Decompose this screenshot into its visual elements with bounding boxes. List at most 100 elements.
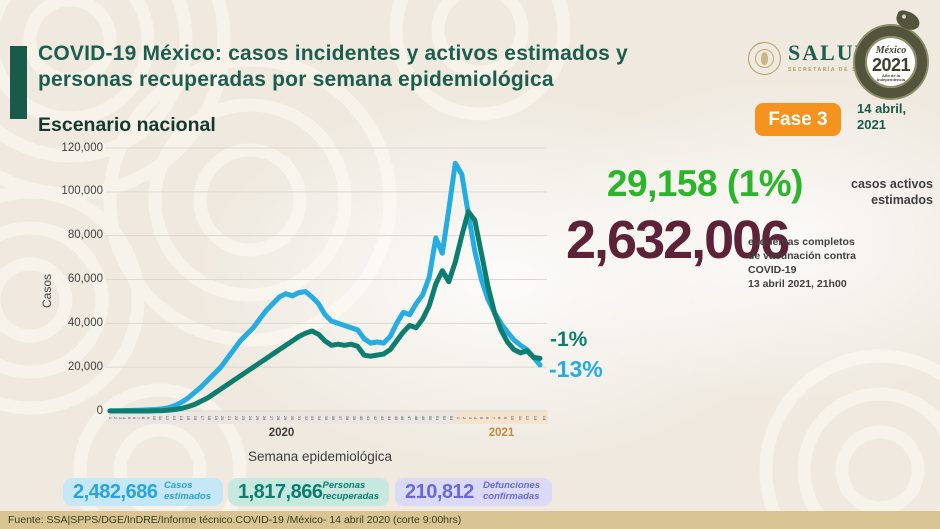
week-tick: 37 bbox=[338, 415, 344, 420]
week-tick: 35 bbox=[324, 415, 330, 420]
week-tick: 33 bbox=[310, 415, 316, 420]
active-cases-value: 29,158 (1%) bbox=[606, 163, 804, 204]
week-tick: 47 bbox=[407, 415, 413, 420]
salud-wordmark: SALUD bbox=[788, 40, 873, 65]
week-tick: 11 bbox=[517, 415, 523, 420]
week-tick: 2 bbox=[461, 416, 467, 419]
page-title: COVID-19 México: casos incidentes y acti… bbox=[38, 42, 628, 91]
active-cases-label: casos activos estimados bbox=[851, 177, 933, 207]
y-tick-label: 120,000 bbox=[61, 141, 103, 154]
recovered-weekly-change-label: -1% bbox=[550, 328, 588, 351]
week-tick: 30 bbox=[289, 415, 295, 420]
week-tick: 7 bbox=[136, 416, 142, 419]
week-tick: 29 bbox=[283, 415, 289, 420]
quetzalcoatl-ring-icon bbox=[855, 26, 927, 98]
y-tick-label: 100,000 bbox=[61, 185, 103, 198]
badge-tagline: Año de la Independencia bbox=[876, 73, 905, 83]
week-tick: 22 bbox=[234, 415, 240, 420]
week-tick: 7 bbox=[491, 416, 497, 419]
y-tick-label: 60,000 bbox=[67, 273, 103, 285]
week-tick: 34 bbox=[317, 415, 323, 420]
week-tick: 53 bbox=[449, 415, 455, 420]
week-tick: 24 bbox=[248, 415, 254, 420]
week-tick: 36 bbox=[331, 415, 337, 420]
week-tick: 20 bbox=[220, 415, 226, 420]
week-tick: 40 bbox=[359, 415, 365, 420]
week-tick: 12 bbox=[525, 415, 531, 420]
week-tick: 50 bbox=[428, 415, 434, 420]
source-footer: Fuente: SSA|SPPS/DGE/InDRE/Informe técni… bbox=[0, 511, 940, 529]
x-group-label-2021: 2021 bbox=[488, 427, 515, 439]
week-tick: 25 bbox=[255, 415, 261, 420]
card-casos-estimados: 2,482,686 Casos estimados bbox=[63, 478, 223, 506]
week-tick: 28 bbox=[276, 415, 282, 420]
x-group-label-2020: 2020 bbox=[268, 427, 295, 439]
week-tick: 2 bbox=[113, 416, 119, 419]
y-tick-label: 40,000 bbox=[67, 316, 103, 329]
x-axis-title: Semana epidemiológica bbox=[247, 449, 393, 464]
week-tick: 27 bbox=[269, 415, 275, 420]
card-defunciones-confirmadas: 210,812 Defunciones confirmadas bbox=[395, 478, 552, 506]
week-tick: 11 bbox=[158, 415, 164, 420]
card-label: Casos estimados bbox=[164, 480, 211, 502]
week-tick: 42 bbox=[372, 415, 378, 420]
week-tick: 45 bbox=[393, 415, 399, 420]
week-tick: 10 bbox=[509, 415, 515, 420]
card-label: Personas recuperadas bbox=[322, 480, 379, 502]
week-tick: 9 bbox=[502, 416, 508, 419]
week-tick: 3 bbox=[467, 416, 473, 419]
week-tick: 18 bbox=[206, 415, 212, 420]
week-tick: 19 bbox=[213, 415, 219, 420]
week-tick: 39 bbox=[352, 415, 358, 420]
salud-logo: SALUD SECRETARÍA DE SALUD bbox=[748, 42, 877, 75]
y-tick-label: 80,000 bbox=[67, 229, 103, 242]
week-tick: 17 bbox=[199, 415, 205, 420]
week-tick: 13 bbox=[172, 415, 178, 420]
week-tick: 31 bbox=[296, 415, 302, 420]
week-tick: 38 bbox=[345, 415, 351, 420]
card-value: 2,482,686 bbox=[73, 480, 158, 503]
x-axis-band-2021: 1 2 3 4 5 6 7 8 9 10 11 12 13 14 bbox=[455, 411, 548, 424]
week-tick: 5 bbox=[127, 416, 133, 419]
week-tick: 4 bbox=[122, 416, 128, 419]
week-tick: 4 bbox=[473, 416, 479, 419]
salud-subtext: SECRETARÍA DE SALUD bbox=[788, 67, 878, 73]
week-tick: 32 bbox=[303, 415, 309, 420]
card-personas-recuperadas: 1,817,866 Personas recuperadas bbox=[228, 478, 389, 506]
week-tick: 14 bbox=[541, 415, 547, 420]
week-tick: 49 bbox=[421, 415, 427, 420]
mexico-2021-badge: México 2021 Año de la Independencia bbox=[852, 8, 930, 106]
x-axis-band-2020: 1 2 3 4 5 6 7 8 9 10 11 12 13 14 15 16 17 18 19 20 21 22 23 24 2… bbox=[108, 411, 455, 424]
week-tick: 26 bbox=[262, 415, 268, 420]
card-value: 1,817,866 bbox=[238, 480, 323, 503]
week-tick: 15 bbox=[186, 415, 192, 420]
y-tick-label: 20,000 bbox=[67, 360, 103, 373]
week-tick: 16 bbox=[193, 415, 199, 420]
week-tick: 12 bbox=[165, 415, 171, 420]
week-tick: 5 bbox=[479, 416, 485, 419]
week-tick: 43 bbox=[379, 415, 385, 420]
week-tick: 23 bbox=[241, 415, 247, 420]
week-tick: 48 bbox=[414, 415, 420, 420]
week-tick: 21 bbox=[227, 415, 233, 420]
salud-eagle-emblem-icon bbox=[748, 42, 781, 75]
week-tick: 1 bbox=[455, 416, 461, 419]
badge-mexico-text: México bbox=[875, 45, 907, 56]
week-tick: 10 bbox=[151, 415, 157, 420]
week-tick: 44 bbox=[386, 415, 392, 420]
vaccination-value: 2,632,006 bbox=[566, 210, 790, 270]
week-tick: 51 bbox=[435, 415, 441, 420]
week-tick: 9 bbox=[145, 416, 151, 419]
week-tick: 14 bbox=[179, 415, 185, 420]
week-tick: 8 bbox=[496, 416, 502, 419]
incident-weekly-change-label: -13% bbox=[549, 356, 603, 382]
week-tick: 52 bbox=[442, 415, 448, 420]
source-text: Fuente: SSA|SPPS/DGE/InDRE/Informe técni… bbox=[8, 514, 462, 526]
y-tick-label: 0 bbox=[96, 404, 103, 417]
card-label: Defunciones confirmadas bbox=[482, 480, 540, 502]
fase-3-badge: Fase 3 bbox=[755, 103, 841, 136]
section-title: Escenario nacional bbox=[38, 114, 216, 136]
week-tick: 6 bbox=[485, 416, 491, 419]
week-tick: 46 bbox=[400, 415, 406, 420]
